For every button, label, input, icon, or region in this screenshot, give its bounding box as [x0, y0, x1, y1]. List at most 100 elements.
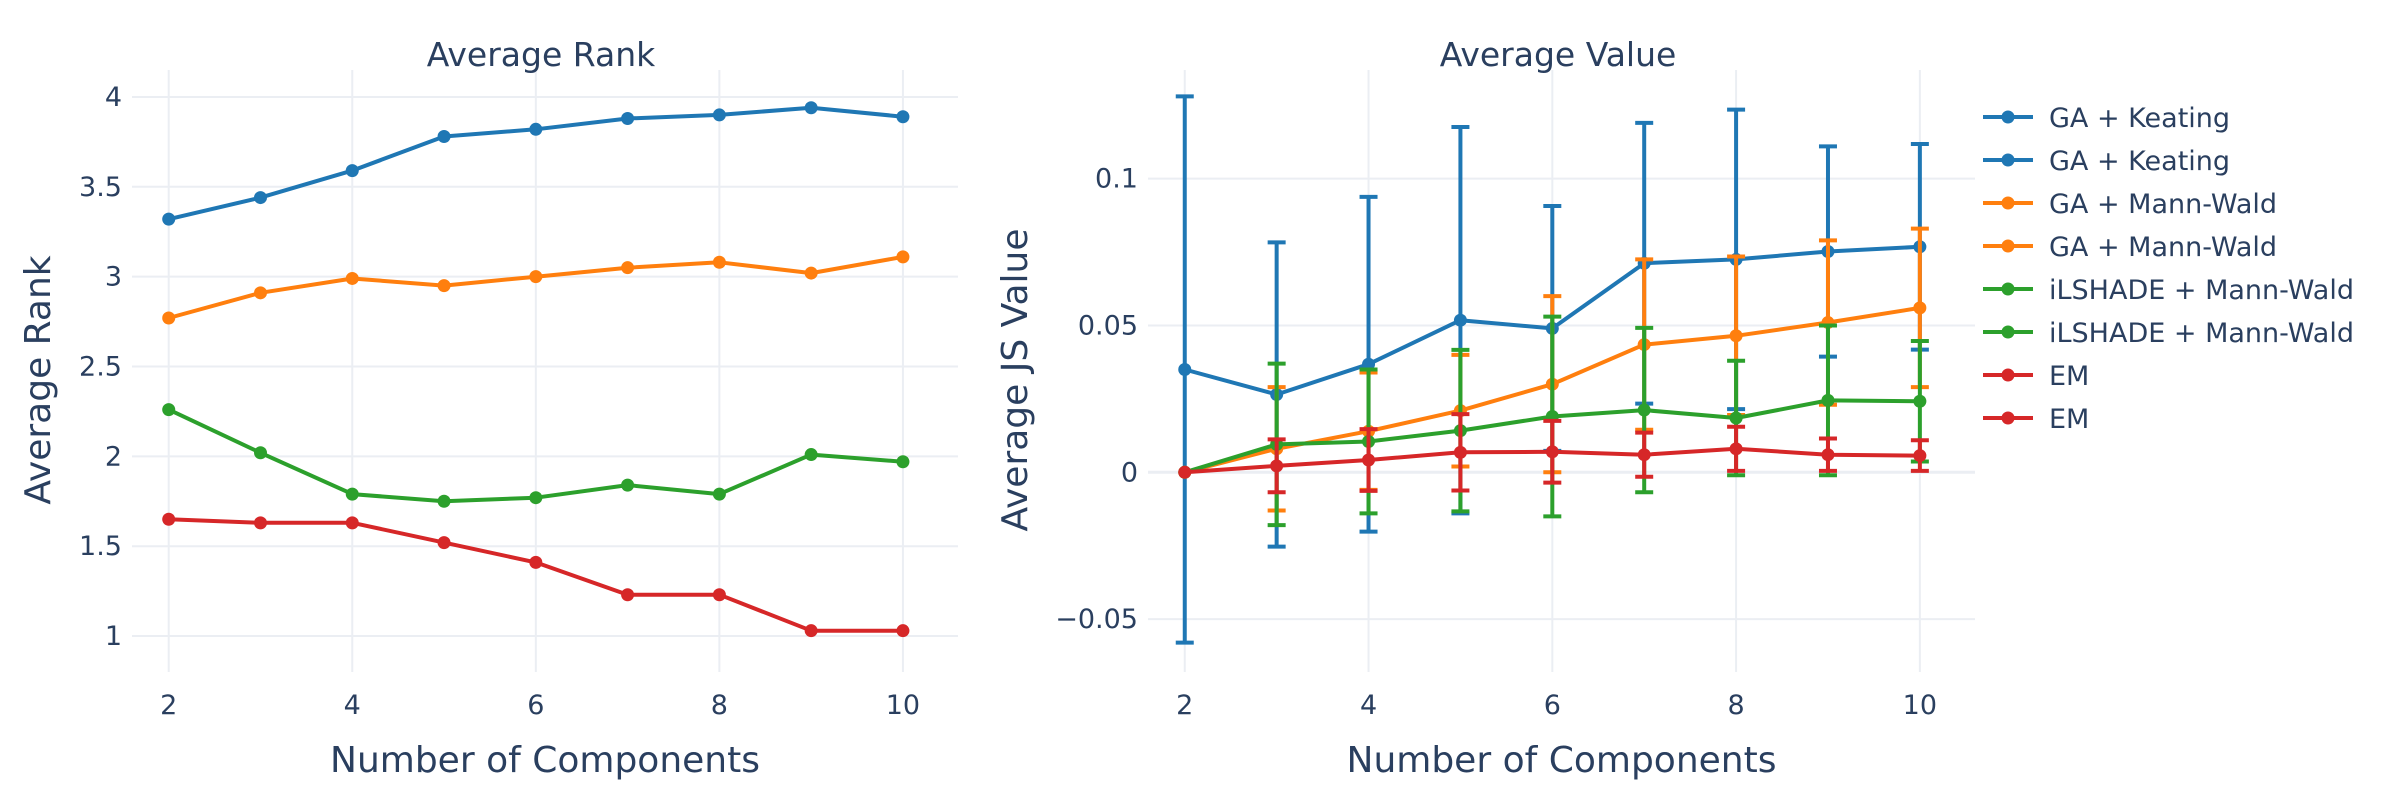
legend: GA + Keating GA + Keating GA + Mann-Wald GA… [1983, 103, 2354, 435]
data-point [1178, 363, 1192, 377]
data-point [1637, 403, 1651, 417]
legend-label: GA + Mann-Wald [2049, 232, 2277, 263]
legend-entry: GA + Mann-Wald [1983, 232, 2277, 263]
y-tick-label: 3 [105, 262, 122, 293]
legend-entry: GA + Keating [1983, 103, 2230, 134]
legend-entry: EM [1983, 404, 2089, 435]
data-point [1729, 411, 1743, 425]
data-point [529, 270, 543, 284]
data-point [345, 487, 359, 501]
data-point [437, 494, 451, 508]
data-point [162, 311, 176, 325]
y-tick-label: 4 [105, 82, 122, 113]
data-point [621, 261, 635, 275]
data-point [253, 516, 267, 530]
data-point [1913, 301, 1927, 315]
value-chart: 2 4 6 8 10 −0.05 0 0.05 0.1 Average Value Number o… [995, 35, 1975, 781]
legend-label: iLSHADE + Mann-Wald [2049, 318, 2354, 349]
data-point [1913, 449, 1927, 463]
legend-marker [2001, 368, 2015, 382]
x-tick-label: 4 [1360, 690, 1377, 721]
data-point [1270, 459, 1284, 473]
chart-title: Average Rank [427, 35, 656, 74]
data-point [1821, 393, 1835, 407]
data-point [712, 487, 726, 501]
data-point [253, 446, 267, 460]
series-em [1178, 412, 1929, 495]
data-point [529, 122, 543, 136]
y-tick-label: 2 [105, 441, 122, 472]
legend-label: EM [2049, 404, 2089, 435]
data-point [896, 624, 910, 638]
data-point [1362, 453, 1376, 467]
data-point [621, 112, 635, 126]
y-tick-label: 2.5 [79, 352, 122, 383]
data-point [712, 255, 726, 269]
y-tick-label: 0.1 [1095, 164, 1138, 195]
data-point [804, 624, 818, 638]
legend-label: GA + Mann-Wald [2049, 189, 2277, 220]
x-axis-label: Number of Components [1347, 740, 1777, 781]
data-point [345, 516, 359, 530]
legend-marker [2001, 110, 2015, 124]
x-tick-label: 6 [1544, 690, 1561, 721]
data-point [437, 129, 451, 143]
legend-label: iLSHADE + Mann-Wald [2049, 275, 2354, 306]
data-point [437, 279, 451, 293]
legend-entry: GA + Mann-Wald [1983, 189, 2277, 220]
x-tick-label: 6 [527, 690, 544, 721]
data-point [162, 212, 176, 226]
data-point [1821, 448, 1835, 462]
data-point [712, 588, 726, 602]
legend-label: EM [2049, 361, 2089, 392]
series-em [162, 512, 910, 638]
data-point [621, 588, 635, 602]
data-point [1178, 465, 1192, 479]
data-point [345, 164, 359, 178]
legend-marker [2001, 196, 2015, 210]
data-point [804, 266, 818, 280]
x-tick-label: 8 [711, 690, 728, 721]
legend-entry: iLSHADE + Mann-Wald [1983, 275, 2354, 306]
y-axis-label: Average Rank [18, 255, 59, 504]
legend-entry: GA + Keating [1983, 146, 2230, 177]
data-point [1545, 445, 1559, 459]
data-point [437, 536, 451, 550]
legend-label: GA + Keating [2049, 103, 2230, 134]
data-point [896, 110, 910, 124]
legend-marker [2001, 153, 2015, 167]
data-point [1453, 313, 1467, 327]
legend-label: GA + Keating [2049, 146, 2230, 177]
rank-chart: 2 4 6 8 10 1 1.5 2 2.5 3 3.5 4 Average Rank Number of… [18, 35, 958, 781]
data-point [896, 250, 910, 264]
data-point [253, 191, 267, 205]
x-tick-label: 2 [1176, 690, 1193, 721]
data-point [1362, 357, 1376, 371]
series-ilshade-mann-wald [162, 403, 910, 508]
y-tick-label: 0.05 [1078, 310, 1138, 341]
data-point [1729, 329, 1743, 343]
data-point [345, 271, 359, 285]
y-axis-label: Average JS Value [995, 228, 1036, 531]
x-tick-label: 4 [344, 690, 361, 721]
y-tick-label: 1 [105, 621, 122, 652]
legend-entry: EM [1983, 361, 2089, 392]
x-axis-label: Number of Components [330, 740, 760, 781]
series-ga-mann-wald [162, 250, 910, 325]
data-point [804, 101, 818, 115]
data-point [1729, 442, 1743, 456]
legend-marker [2001, 325, 2015, 339]
data-point [896, 455, 910, 469]
data-point [712, 108, 726, 122]
data-point [253, 286, 267, 300]
y-tick-label: 3.5 [79, 172, 122, 203]
data-point [162, 512, 176, 526]
legend-entry: iLSHADE + Mann-Wald [1983, 318, 2354, 349]
data-point [529, 555, 543, 569]
data-point [1637, 448, 1651, 462]
x-tick-label: 10 [1903, 690, 1937, 721]
y-tick-label: −0.05 [1055, 604, 1138, 635]
data-point [162, 403, 176, 417]
data-point [1453, 445, 1467, 459]
